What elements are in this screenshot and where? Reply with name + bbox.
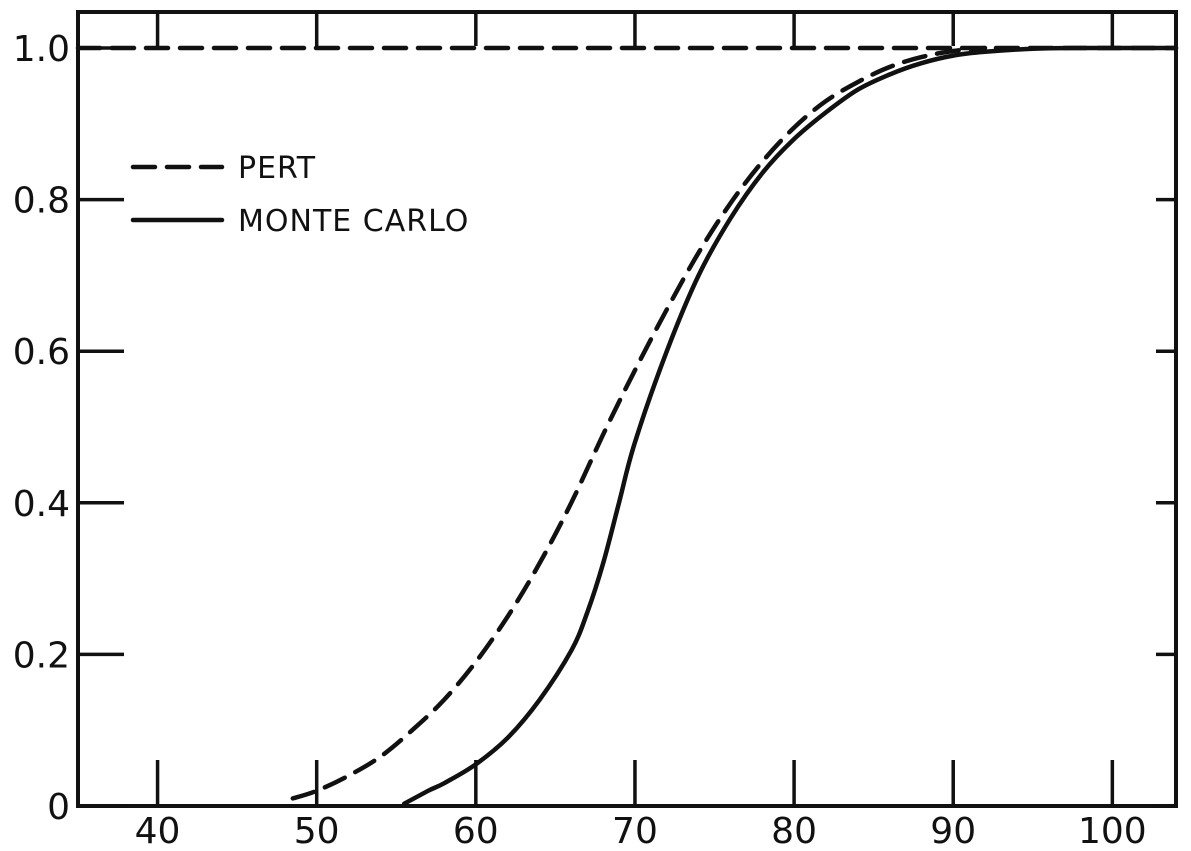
x-axis-tick-labels: 40 50 60 70 80 90 100 [135,811,1147,851]
series-group [290,45,1179,806]
x-tick-label-80: 80 [771,811,817,851]
y-axis-tick-labels: 0 0.2 0.4 0.6 0.8 1.0 [13,29,70,828]
x-tick-label-50: 50 [294,811,340,851]
y-tick-label-0.2: 0.2 [13,635,70,676]
x-tick-label-40: 40 [135,811,181,851]
x-tick-label-100: 100 [1078,811,1147,851]
y-tick-label-0.8: 0.8 [13,181,70,222]
x-tick-label-70: 70 [612,811,658,851]
y-tick-label-1.0: 1.0 [13,29,70,70]
plot-border [76,10,1178,808]
series-line-pert [290,45,988,801]
x-axis-ticks [155,12,1115,806]
legend-label-monte-carlo: MONTE CARLO [238,204,469,239]
y-tick-label-0.4: 0.4 [13,484,70,525]
series-line-monte-carlo [401,45,1179,806]
y-tick-label-0: 0 [47,787,70,828]
legend: PERT MONTE CARLO [130,151,469,239]
legend-label-pert: PERT [238,151,316,186]
plot-frame [76,10,1178,808]
x-tick-label-60: 60 [453,811,499,851]
y-tick-label-0.6: 0.6 [13,332,70,373]
x-tick-label-90: 90 [930,811,976,851]
